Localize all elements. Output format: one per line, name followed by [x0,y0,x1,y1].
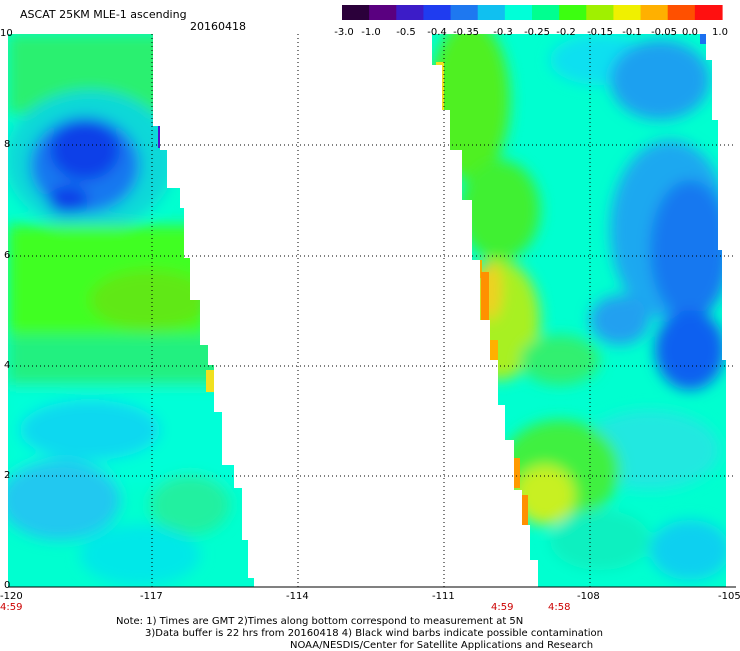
x-tick-label: -120 [0,591,23,602]
map-title: ASCAT 25KM MLE-1 ascending [20,8,187,21]
colorbar-swatch [504,5,533,20]
footnote-line-3: NOAA/NESDIS/Center for Satellite Applica… [290,640,594,651]
colorbar-label: -0.3 [493,27,513,38]
colorbar-swatch [613,5,642,20]
map-date: 20160418 [190,20,246,33]
colorbar-label: -0.25 [524,27,550,38]
colorbar-swatch [450,5,479,20]
colorbar-label: -0.2 [556,27,576,38]
y-tick-label: 10 [0,28,13,39]
y-tick-label: 6 [4,250,11,261]
colorbar-label: -0.05 [651,27,677,38]
colorbar-swatch [532,5,560,20]
y-tick-label: 4 [4,360,11,371]
time-label: 4:59 [491,602,514,613]
x-tick-label: -111 [432,591,455,602]
colorbar-swatch [586,5,615,20]
colorbar-label: -0.35 [453,27,479,38]
x-tick-label: -105 [718,591,740,602]
colorbar-swatch [640,5,669,20]
time-label: 4:58 [548,602,571,613]
footnote-line-1: Note: 1) Times are GMT 2)Times along bot… [116,616,524,627]
y-tick-label: 8 [4,139,11,150]
west-swath [8,34,254,587]
colorbar-swatch [342,5,370,20]
footnote-line-2: 3)Data buffer is 22 hrs from 20160418 4)… [145,628,603,639]
x-tick-label: -114 [286,591,309,602]
y-tick-label: 0 [4,580,11,591]
time-label: 4:59 [0,602,23,613]
colorbar-label: -0.4 [427,27,447,38]
colorbar-swatch [423,5,452,20]
colorbar-swatch [369,5,397,20]
y-tick-label: 2 [4,470,11,481]
colorbar-label: 0.0 [682,27,698,38]
colorbar-label: -0.1 [622,27,642,38]
colorbar-label: -0.15 [587,27,613,38]
colorbar: -3.0 -1.0 -0.5 -0.4 -0.35 -0.3 -0.25 -0.2 -0.15-… [334,5,728,38]
colorbar-swatch [667,5,696,20]
colorbar-swatch [559,5,587,20]
colorbar-swatch [694,5,723,20]
x-tick-label: -117 [140,591,163,602]
colorbar-label: -1.0 [361,27,381,38]
colorbar-label: -3.0 [334,27,354,38]
colorbar-swatch [477,5,506,20]
x-tick-label: -108 [577,591,600,602]
colorbar-label: 1.0 [712,27,728,38]
east-swath [432,34,726,587]
colorbar-label: -0.5 [396,27,416,38]
gridlines [8,34,736,587]
colorbar-swatch [396,5,425,20]
